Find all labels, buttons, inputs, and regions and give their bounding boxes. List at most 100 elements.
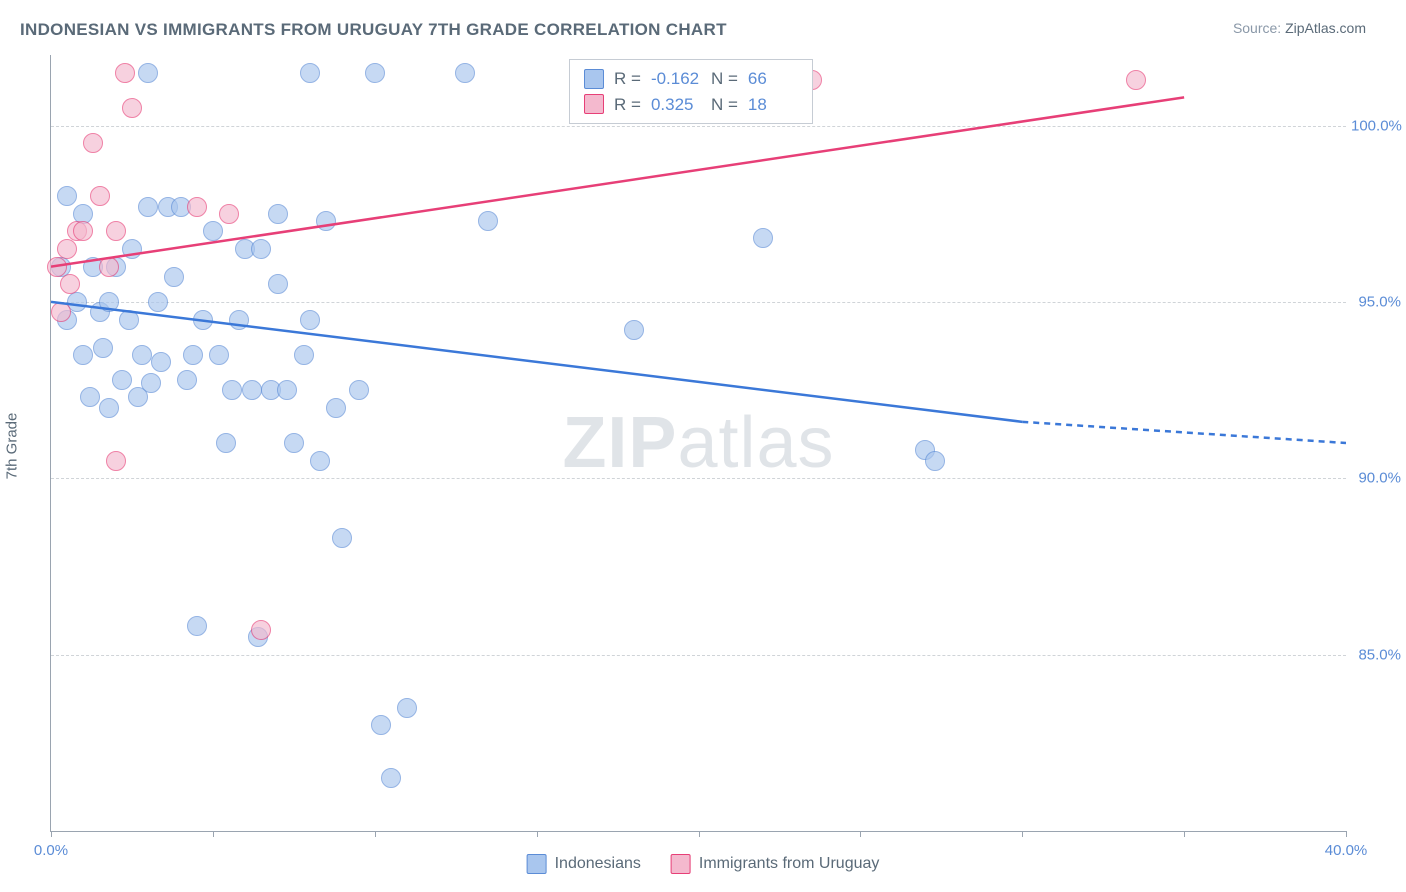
trend-line: [1022, 422, 1346, 443]
legend-label: Immigrants from Uruguay: [699, 855, 880, 873]
scatter-point-pink: [73, 221, 93, 241]
scatter-point-pink: [1126, 70, 1146, 90]
source-label: Source:: [1233, 20, 1281, 36]
x-tick: [537, 831, 538, 837]
legend-item: Indonesians: [527, 854, 641, 874]
watermark-rest: atlas: [677, 403, 834, 483]
scatter-point-blue: [122, 239, 142, 259]
scatter-point-blue: [753, 228, 773, 248]
x-tick: [213, 831, 214, 837]
scatter-point-blue: [316, 211, 336, 231]
scatter-point-blue: [99, 292, 119, 312]
scatter-point-blue: [242, 380, 262, 400]
legend-n-label: N =: [711, 66, 738, 92]
scatter-point-pink: [60, 274, 80, 294]
scatter-point-blue: [332, 528, 352, 548]
x-tick: [1346, 831, 1347, 837]
scatter-point-blue: [284, 433, 304, 453]
x-tick: [375, 831, 376, 837]
legend-item: Immigrants from Uruguay: [671, 854, 880, 874]
scatter-point-blue: [371, 715, 391, 735]
scatter-point-blue: [80, 387, 100, 407]
scatter-point-pink: [51, 302, 71, 322]
scatter-point-blue: [187, 616, 207, 636]
scatter-point-pink: [57, 239, 77, 259]
x-tick-label: 40.0%: [1325, 842, 1368, 859]
scatter-point-pink: [251, 620, 271, 640]
scatter-point-blue: [326, 398, 346, 418]
scatter-point-blue: [349, 380, 369, 400]
legend-stats-row: R = -0.162 N = 66: [584, 66, 798, 92]
scatter-point-blue: [93, 338, 113, 358]
scatter-point-blue: [268, 274, 288, 294]
x-tick: [1184, 831, 1185, 837]
watermark: ZIPatlas: [562, 402, 834, 484]
scatter-point-pink: [187, 197, 207, 217]
scatter-point-blue: [151, 352, 171, 372]
gridline: [51, 655, 1346, 656]
y-tick-label: 100.0%: [1351, 117, 1401, 134]
scatter-point-blue: [300, 310, 320, 330]
scatter-point-blue: [251, 239, 271, 259]
scatter-point-blue: [112, 370, 132, 390]
scatter-point-blue: [925, 451, 945, 471]
y-tick-label: 95.0%: [1351, 293, 1401, 310]
scatter-point-blue: [216, 433, 236, 453]
y-tick-label: 90.0%: [1351, 470, 1401, 487]
scatter-point-blue: [203, 221, 223, 241]
scatter-point-pink: [122, 98, 142, 118]
scatter-point-blue: [365, 63, 385, 83]
x-tick: [699, 831, 700, 837]
scatter-point-blue: [183, 345, 203, 365]
gridline: [51, 302, 1346, 303]
legend-n-value: 18: [748, 92, 798, 118]
x-tick-label: 0.0%: [34, 842, 68, 859]
scatter-point-pink: [219, 204, 239, 224]
scatter-point-blue: [164, 267, 184, 287]
legend-r-label: R =: [614, 66, 641, 92]
scatter-point-pink: [90, 186, 110, 206]
legend-r-value: 0.325: [651, 92, 701, 118]
legend-swatch: [584, 69, 604, 89]
legend-swatch: [584, 94, 604, 114]
legend-n-value: 66: [748, 66, 798, 92]
scatter-point-pink: [115, 63, 135, 83]
legend-swatch: [671, 854, 691, 874]
scatter-point-blue: [478, 211, 498, 231]
source-attribution: Source: ZipAtlas.com: [1233, 20, 1366, 36]
scatter-point-pink: [47, 257, 67, 277]
scatter-point-blue: [99, 398, 119, 418]
legend-stats-row: R =0.325N =18: [584, 92, 798, 118]
scatter-point-blue: [381, 768, 401, 788]
watermark-bold: ZIP: [562, 403, 677, 483]
scatter-point-pink: [99, 257, 119, 277]
source-value: ZipAtlas.com: [1285, 20, 1366, 36]
scatter-point-blue: [73, 345, 93, 365]
legend-swatch: [527, 854, 547, 874]
scatter-point-blue: [119, 310, 139, 330]
scatter-point-blue: [141, 373, 161, 393]
legend-stats: R = -0.162 N = 66R = 0.325 N = 18: [569, 59, 813, 124]
legend-n-label: N =: [711, 92, 738, 118]
scatter-point-blue: [57, 186, 77, 206]
trend-lines-layer: [51, 55, 1346, 831]
scatter-point-blue: [193, 310, 213, 330]
scatter-point-blue: [268, 204, 288, 224]
scatter-point-blue: [397, 698, 417, 718]
scatter-point-blue: [294, 345, 314, 365]
gridline: [51, 478, 1346, 479]
scatter-point-pink: [83, 133, 103, 153]
legend-label: Indonesians: [555, 855, 641, 873]
plot-area: ZIPatlas R =-0.162N =66R =0.325N =18 85.…: [50, 55, 1346, 832]
gridline: [51, 126, 1346, 127]
scatter-point-pink: [106, 221, 126, 241]
x-tick: [1022, 831, 1023, 837]
chart-title: INDONESIAN VS IMMIGRANTS FROM URUGUAY 7T…: [20, 20, 727, 40]
scatter-point-blue: [277, 380, 297, 400]
y-axis-title: 7th Grade: [4, 413, 21, 480]
legend-r-value: -0.162: [651, 66, 701, 92]
y-tick-label: 85.0%: [1351, 646, 1401, 663]
scatter-point-blue: [138, 63, 158, 83]
scatter-point-blue: [209, 345, 229, 365]
scatter-point-blue: [300, 63, 320, 83]
